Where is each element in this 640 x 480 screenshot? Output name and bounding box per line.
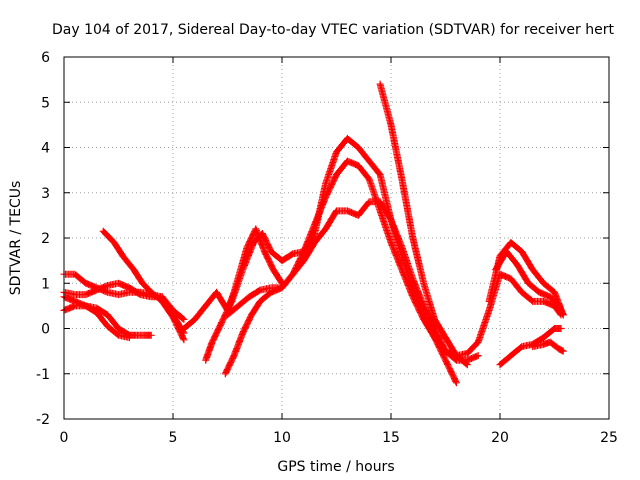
x-tick-label: 10 bbox=[273, 430, 291, 446]
series-track-8 bbox=[224, 157, 565, 360]
series-markers bbox=[224, 157, 565, 360]
series-markers bbox=[99, 227, 188, 344]
y-tick-label: -2 bbox=[36, 412, 50, 428]
y-tick-label: 1 bbox=[41, 276, 50, 292]
series-markers bbox=[492, 248, 567, 319]
y-tick-label: 6 bbox=[41, 50, 50, 66]
y-tick-label: 4 bbox=[41, 141, 50, 157]
y-tick-label: 0 bbox=[41, 322, 50, 338]
series-track-14 bbox=[529, 338, 567, 355]
y-tick-label: 2 bbox=[41, 231, 50, 247]
y-tick-label: 3 bbox=[41, 186, 50, 202]
x-tick-label: 0 bbox=[60, 430, 69, 446]
x-tick-label: 20 bbox=[491, 430, 509, 446]
series-track-10 bbox=[376, 80, 471, 369]
x-tick-label: 25 bbox=[600, 430, 618, 446]
chart-title: Day 104 of 2017, Sidereal Day-to-day VTE… bbox=[52, 22, 614, 38]
x-axis-label: GPS time / hours bbox=[277, 459, 394, 475]
series-markers bbox=[496, 325, 565, 369]
ticks: 0 5 10 15 20 25 -2 -1 0 1 2 3 4 5 6 bbox=[36, 50, 618, 446]
x-tick-label: 15 bbox=[382, 430, 400, 446]
series-track-9 bbox=[180, 225, 286, 332]
y-tick-label: -1 bbox=[36, 367, 50, 383]
y-tick-label: 5 bbox=[41, 95, 50, 111]
series-markers bbox=[529, 338, 567, 355]
series-track-12 bbox=[492, 248, 567, 319]
series-track-13 bbox=[496, 325, 565, 369]
series-markers bbox=[376, 80, 471, 369]
series-markers bbox=[180, 225, 286, 332]
x-tick-label: 5 bbox=[169, 430, 178, 446]
y-axis-label: SDTVAR / TECUs bbox=[8, 181, 24, 296]
series-track-4 bbox=[99, 227, 188, 344]
